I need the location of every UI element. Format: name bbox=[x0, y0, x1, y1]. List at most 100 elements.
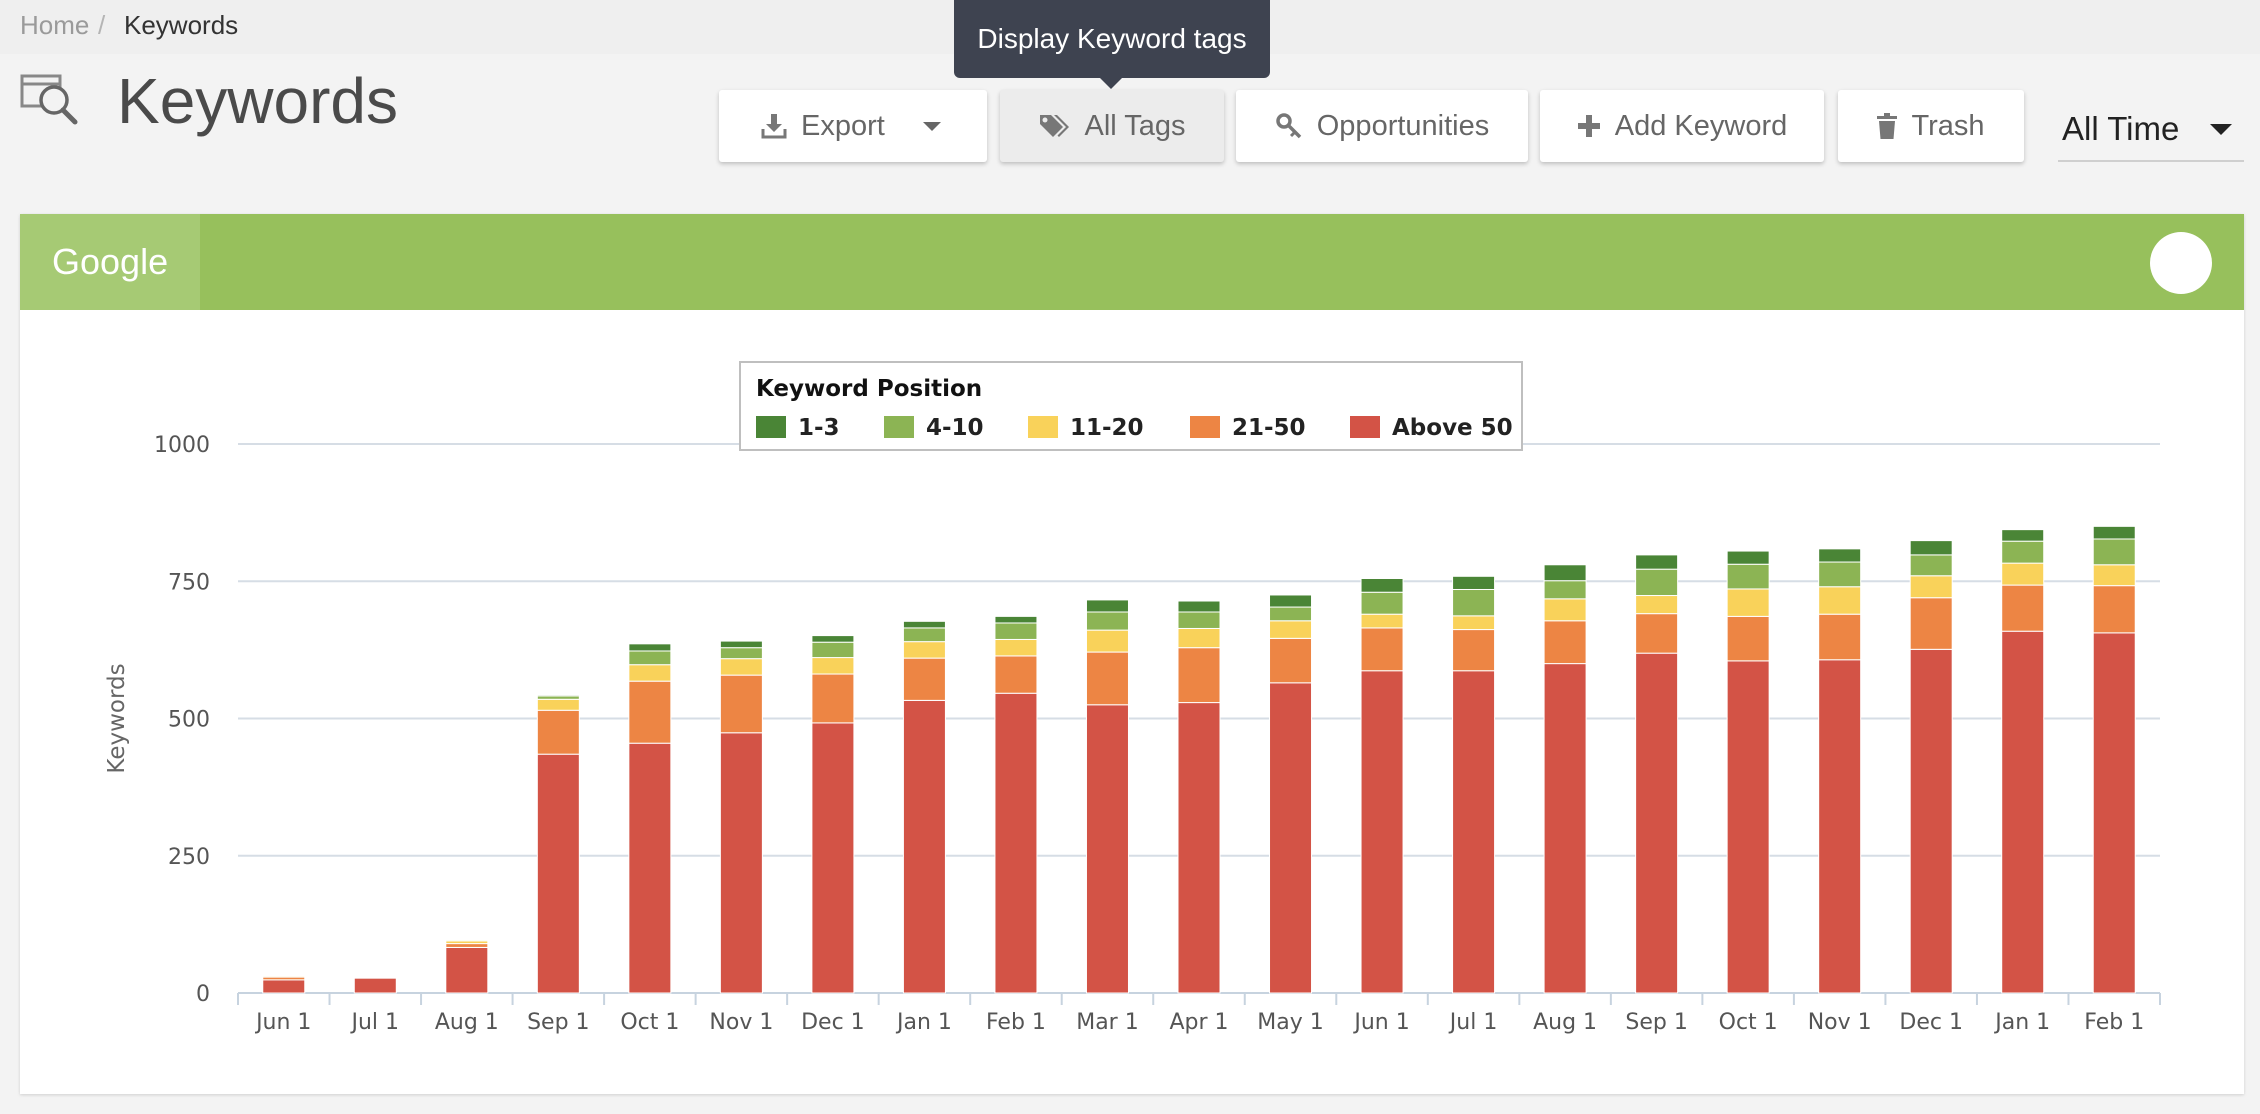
bar-segment[interactable] bbox=[1909, 554, 1953, 577]
bar-segment[interactable] bbox=[994, 692, 1038, 994]
bar-segment[interactable] bbox=[536, 698, 580, 711]
bar-segment[interactable] bbox=[1543, 663, 1587, 994]
legend-item-label[interactable]: 4-10 bbox=[926, 415, 984, 441]
bar-segment[interactable] bbox=[1085, 704, 1129, 994]
bar-segment[interactable] bbox=[1635, 568, 1679, 597]
breadcrumb-home-link[interactable]: Home bbox=[20, 10, 90, 40]
bar-segment[interactable] bbox=[1360, 627, 1404, 672]
bar-segment[interactable] bbox=[445, 946, 489, 994]
legend-item-label[interactable]: 21-50 bbox=[1232, 415, 1306, 441]
bar-segment[interactable] bbox=[1360, 613, 1404, 629]
bar-segment[interactable] bbox=[1360, 591, 1404, 615]
bar-segment[interactable] bbox=[445, 938, 489, 941]
bar-segment[interactable] bbox=[1909, 540, 1953, 556]
bar-segment[interactable] bbox=[2001, 540, 2045, 564]
bar-segment[interactable] bbox=[811, 635, 855, 643]
export-dropdown-caret-icon[interactable] bbox=[923, 122, 941, 131]
google-tab[interactable]: Google bbox=[20, 214, 200, 310]
bar-segment[interactable] bbox=[628, 680, 672, 744]
bar-segment[interactable] bbox=[994, 655, 1038, 694]
bar-segment[interactable] bbox=[628, 742, 672, 994]
bar-segment[interactable] bbox=[902, 620, 946, 629]
bar-segment[interactable] bbox=[1269, 637, 1313, 684]
bar-segment[interactable] bbox=[1452, 629, 1496, 672]
bar-segment[interactable] bbox=[1452, 670, 1496, 994]
bar-segment[interactable] bbox=[902, 699, 946, 994]
bar-segment[interactable] bbox=[1269, 620, 1313, 639]
bar-segment[interactable] bbox=[2001, 529, 2045, 542]
bar-segment[interactable] bbox=[628, 643, 672, 652]
bar-segment[interactable] bbox=[1452, 588, 1496, 617]
bar-segment[interactable] bbox=[1543, 580, 1587, 600]
bar-segment[interactable] bbox=[902, 657, 946, 701]
trash-button[interactable]: Trash bbox=[1838, 90, 2024, 162]
bar-segment[interactable] bbox=[1269, 682, 1313, 994]
bar-segment[interactable] bbox=[1909, 575, 1953, 599]
bar-segment[interactable] bbox=[1909, 648, 1953, 994]
bar-segment[interactable] bbox=[719, 640, 763, 649]
export-button[interactable]: Export bbox=[719, 90, 987, 162]
legend-item-label[interactable]: 11-20 bbox=[1070, 415, 1144, 441]
bar-segment[interactable] bbox=[1360, 670, 1404, 994]
bar-segment[interactable] bbox=[1818, 548, 1862, 563]
bar-segment[interactable] bbox=[1269, 594, 1313, 608]
bar-segment[interactable] bbox=[1452, 615, 1496, 631]
bar-segment[interactable] bbox=[719, 647, 763, 660]
bar-segment[interactable] bbox=[2092, 525, 2136, 540]
opportunities-button[interactable]: Opportunities bbox=[1236, 90, 1528, 162]
legend-item-label[interactable]: 1-3 bbox=[798, 415, 840, 441]
bar-segment[interactable] bbox=[2092, 585, 2136, 634]
bar-segment[interactable] bbox=[994, 615, 1038, 624]
bar-segment[interactable] bbox=[2001, 630, 2045, 994]
bar-segment[interactable] bbox=[994, 622, 1038, 640]
bar-segment[interactable] bbox=[1543, 564, 1587, 582]
bar-segment[interactable] bbox=[2092, 538, 2136, 566]
bar-segment[interactable] bbox=[1452, 575, 1496, 590]
bar-segment[interactable] bbox=[353, 977, 397, 994]
bar-segment[interactable] bbox=[1543, 620, 1587, 665]
bar-segment[interactable] bbox=[994, 638, 1038, 657]
bar-segment[interactable] bbox=[262, 974, 306, 977]
bar-segment[interactable] bbox=[1726, 563, 1770, 590]
bar-segment[interactable] bbox=[1635, 554, 1679, 570]
bar-segment[interactable] bbox=[811, 641, 855, 659]
bar-segment[interactable] bbox=[262, 979, 306, 994]
bar-segment[interactable] bbox=[2092, 632, 2136, 994]
bar-segment[interactable] bbox=[1177, 647, 1221, 704]
bar-segment[interactable] bbox=[2001, 562, 2045, 586]
bar-segment[interactable] bbox=[536, 694, 580, 697]
bar-segment[interactable] bbox=[1635, 652, 1679, 994]
bar-segment[interactable] bbox=[1543, 598, 1587, 622]
bar-segment[interactable] bbox=[1818, 659, 1862, 994]
bar-segment[interactable] bbox=[1177, 627, 1221, 649]
bar-segment[interactable] bbox=[628, 664, 672, 682]
bar-segment[interactable] bbox=[536, 709, 580, 755]
bar-segment[interactable] bbox=[1085, 599, 1129, 613]
bar-segment[interactable] bbox=[719, 732, 763, 994]
bar-segment[interactable] bbox=[1726, 660, 1770, 994]
all-tags-button[interactable]: All Tags bbox=[1000, 90, 1224, 162]
bar-segment[interactable] bbox=[1635, 595, 1679, 615]
time-range-select[interactable]: All Time bbox=[2058, 96, 2244, 162]
bar-segment[interactable] bbox=[1269, 606, 1313, 622]
bar-segment[interactable] bbox=[1177, 611, 1221, 629]
bar-segment[interactable] bbox=[445, 943, 489, 948]
bar-segment[interactable] bbox=[2092, 564, 2136, 587]
bar-segment[interactable] bbox=[719, 674, 763, 734]
bar-segment[interactable] bbox=[719, 658, 763, 676]
bar-segment[interactable] bbox=[2001, 584, 2045, 632]
bar-segment[interactable] bbox=[811, 722, 855, 994]
bar-segment[interactable] bbox=[1818, 586, 1862, 615]
bar-segment[interactable] bbox=[1818, 613, 1862, 661]
panel-toggle-button[interactable] bbox=[2150, 232, 2212, 294]
bar-segment[interactable] bbox=[628, 650, 672, 666]
bar-segment[interactable] bbox=[1177, 600, 1221, 613]
add-keyword-button[interactable]: Add Keyword bbox=[1540, 90, 1824, 162]
bar-segment[interactable] bbox=[1360, 578, 1404, 593]
bar-segment[interactable] bbox=[536, 753, 580, 994]
bar-segment[interactable] bbox=[1726, 588, 1770, 617]
bar-segment[interactable] bbox=[811, 657, 855, 675]
bar-segment[interactable] bbox=[1909, 597, 1953, 650]
bar-segment[interactable] bbox=[811, 673, 855, 724]
bar-segment[interactable] bbox=[1085, 651, 1129, 706]
